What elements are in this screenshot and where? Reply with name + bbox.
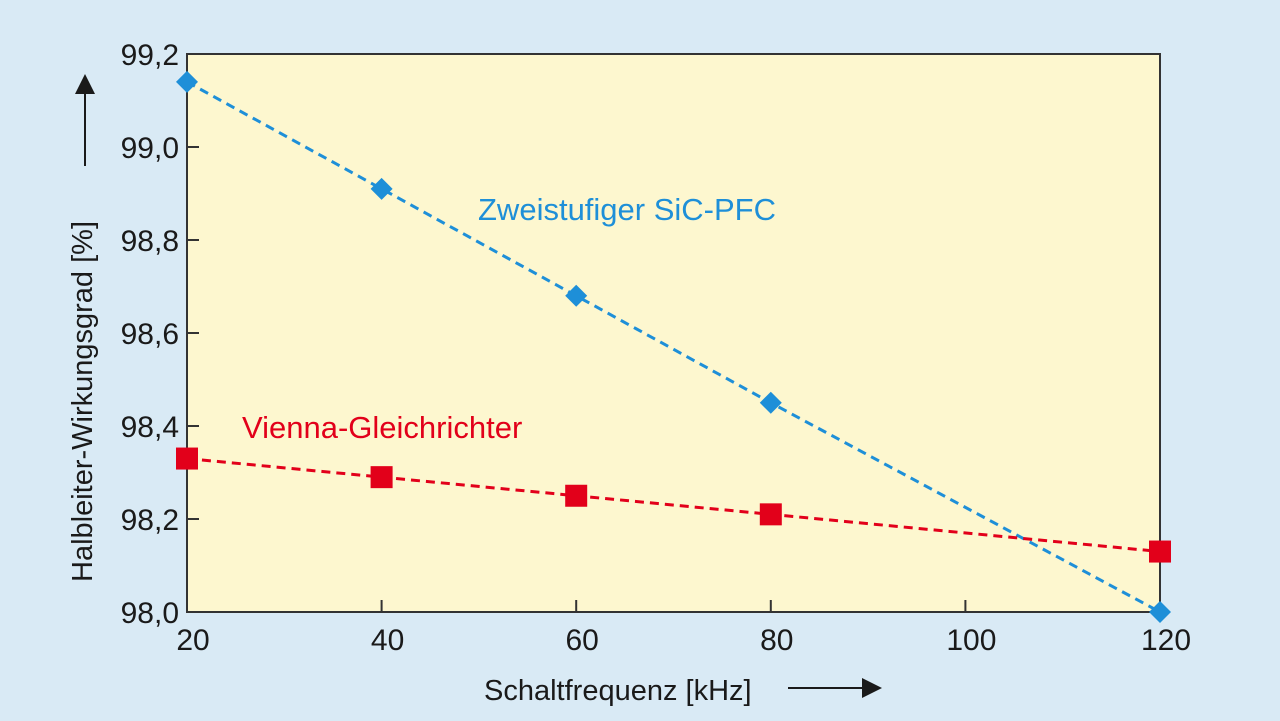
data-point-diamond	[1149, 601, 1171, 623]
y-axis-ticks: 98,0 98,2 98,4 98,6 98,8 99,0 99,2	[121, 39, 199, 630]
data-point-diamond	[565, 284, 588, 307]
plot-area	[186, 53, 1161, 613]
x-tick-label: 120	[1141, 624, 1191, 657]
series-line-0	[186, 80, 1161, 614]
series-label-vienna: Vienna-Gleichrichter	[242, 410, 522, 445]
x-tick-label: 40	[371, 624, 404, 657]
data-point-diamond	[759, 391, 782, 414]
y-tick-label: 98,4	[121, 411, 179, 444]
x-axis-ticks: 20 40 60 80 100 120	[176, 600, 1191, 657]
y-tick-label: 99,0	[121, 132, 179, 165]
data-point-square	[370, 466, 393, 489]
data-point-square	[176, 447, 198, 470]
data-point-diamond	[176, 70, 198, 93]
y-tick-label: 98,2	[121, 504, 179, 537]
x-tick-label: 20	[176, 624, 209, 657]
x-tick-label: 100	[946, 624, 996, 657]
y-tick-label: 98,6	[121, 318, 179, 351]
series-markers	[176, 70, 1171, 623]
y-axis-label: Halbleiter-Wirkungsgrad [%]	[67, 221, 99, 582]
data-point-diamond	[370, 177, 393, 200]
y-tick-label: 99,2	[121, 39, 179, 72]
y-tick-label: 98,8	[121, 225, 179, 258]
y-tick-label: 98,0	[121, 597, 179, 630]
data-point-square	[759, 503, 782, 526]
x-axis-label: Schaltfrequenz [kHz]	[484, 675, 752, 707]
series-label-sic-pfc: Zweistufiger SiC-PFC	[478, 192, 776, 227]
x-tick-label: 80	[760, 624, 793, 657]
data-point-square	[565, 484, 588, 507]
data-point-square	[1149, 540, 1171, 563]
x-tick-label: 60	[566, 624, 599, 657]
